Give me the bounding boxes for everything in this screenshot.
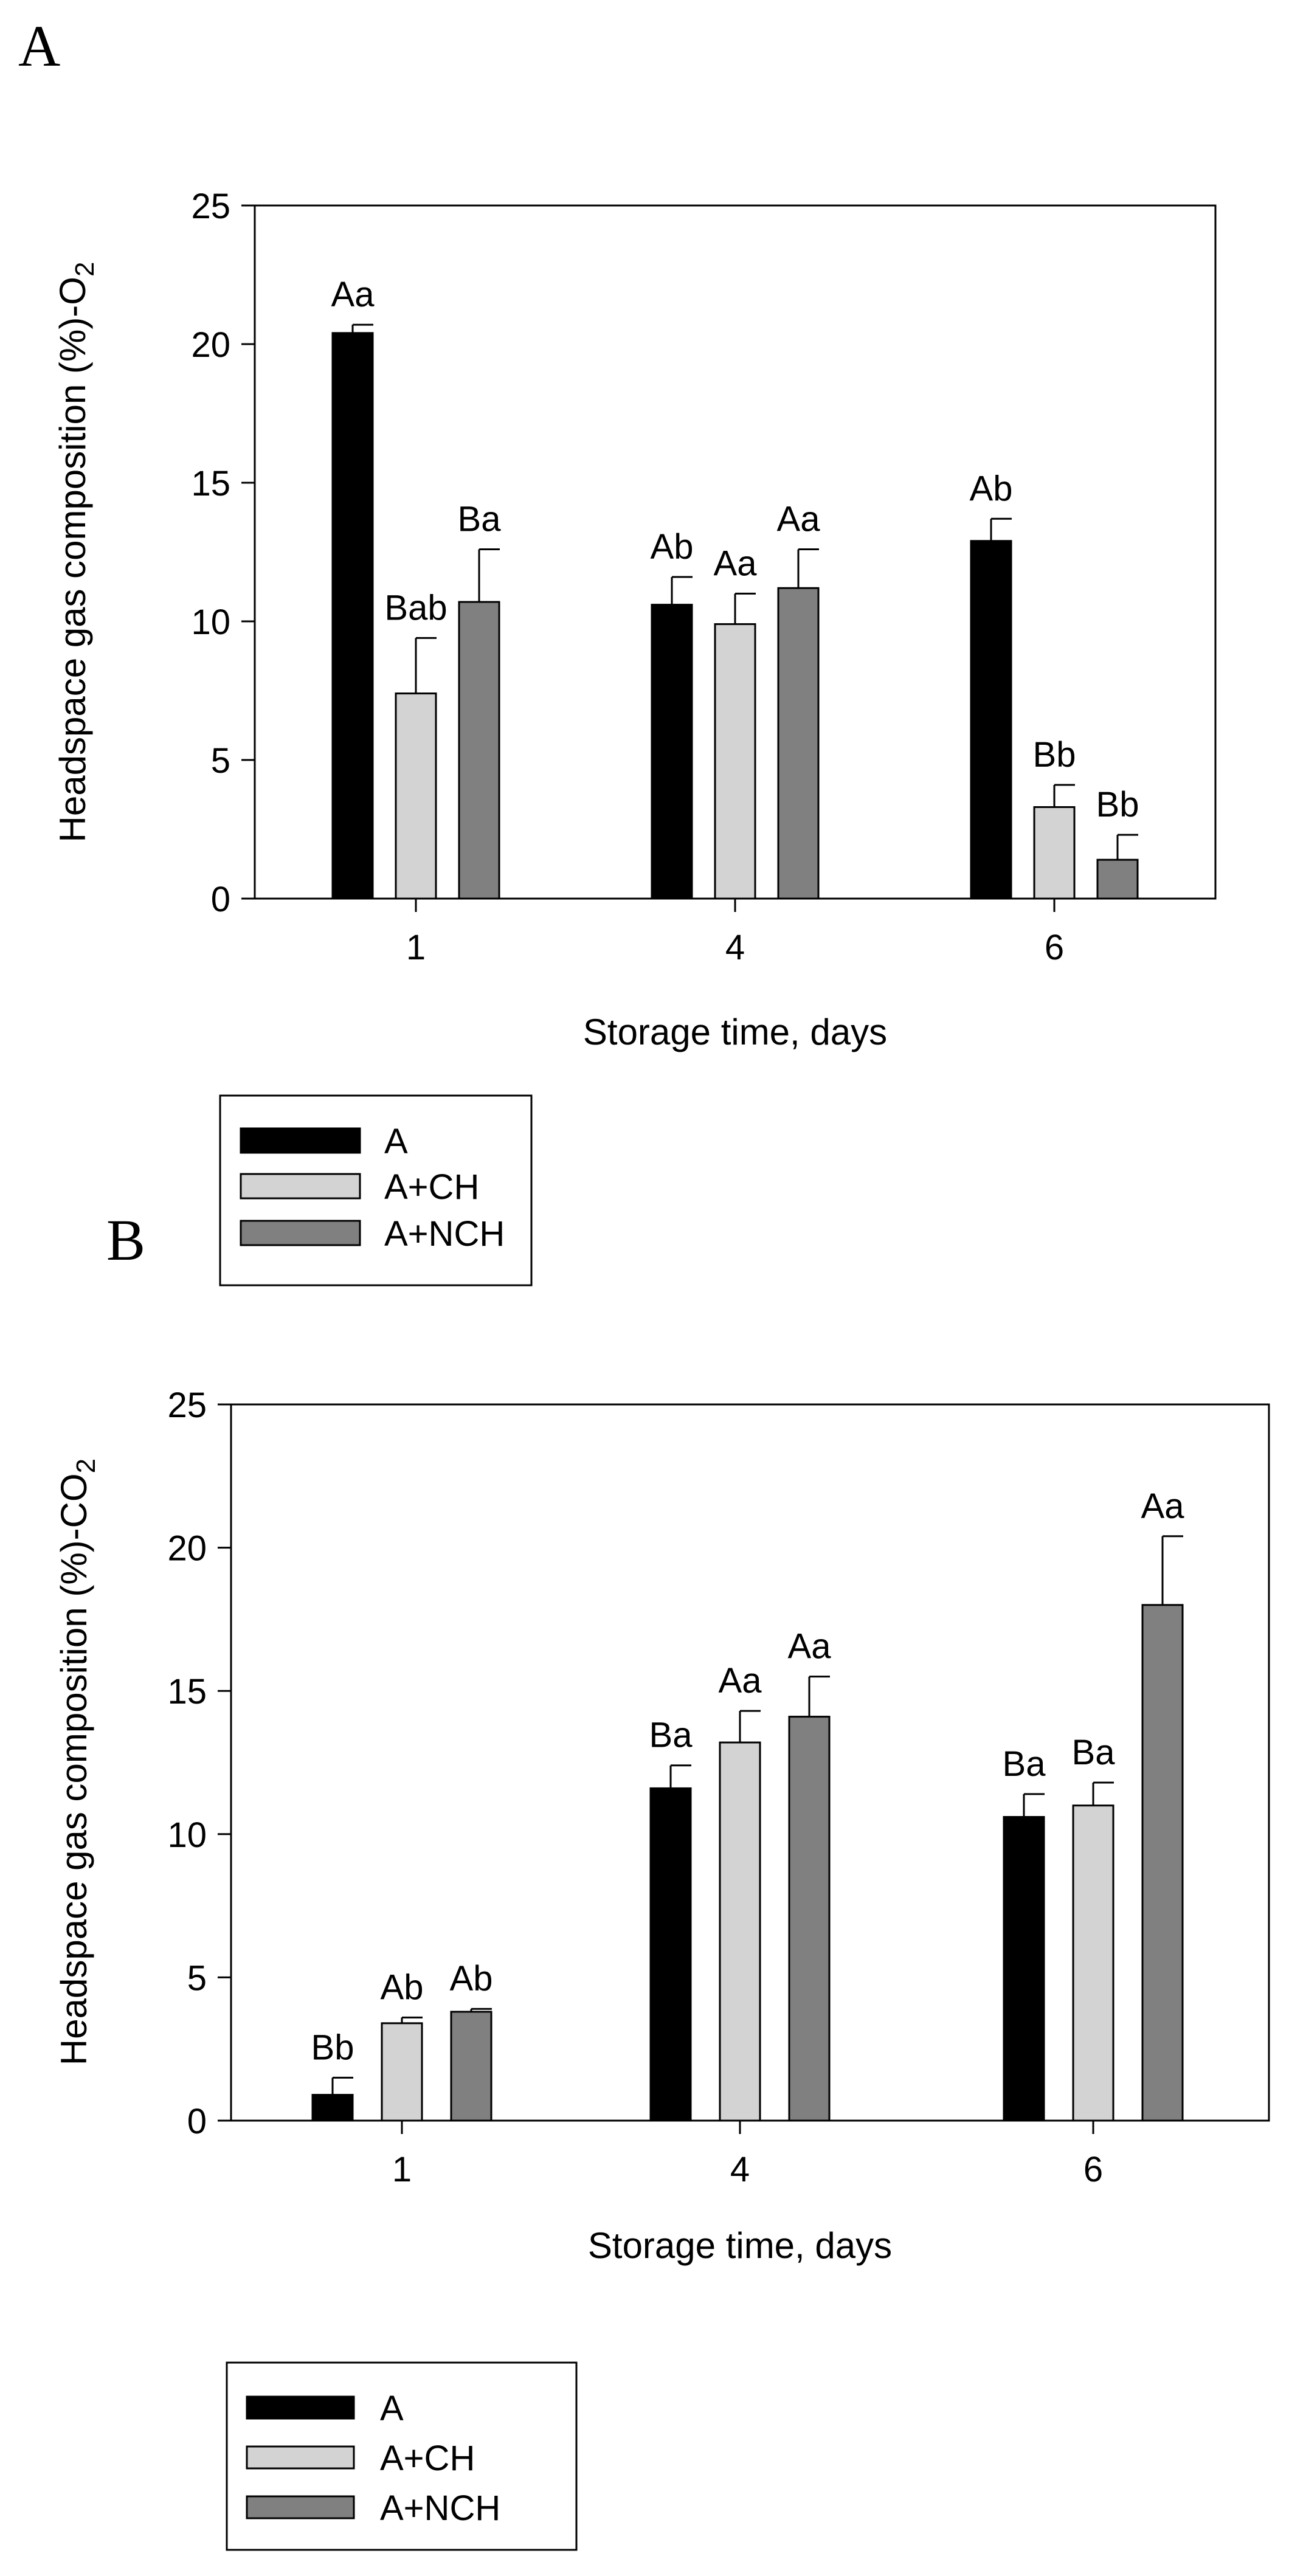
y-tick-label: 15 xyxy=(191,464,230,503)
bar xyxy=(1033,806,1076,900)
bar xyxy=(788,1716,831,2122)
data-label: Aa xyxy=(777,499,821,539)
data-label: Ba xyxy=(1003,1744,1046,1784)
y-tick-label: 25 xyxy=(191,187,230,226)
data-label: Bab xyxy=(384,588,447,627)
y-axis-label: Headspace gas composition (%)-CO2 xyxy=(54,1459,101,2065)
bar xyxy=(970,540,1012,900)
legend-swatch xyxy=(246,2395,355,2420)
y-tick-label: 20 xyxy=(167,1529,207,1569)
y-axis-label-main: Headspace gas composition (%)-O xyxy=(52,277,93,842)
bar xyxy=(719,1741,761,2122)
x-tick-label: 1 xyxy=(406,928,426,967)
data-label: Aa xyxy=(331,275,375,314)
y-axis-label: Headspace gas composition (%)-O2 xyxy=(52,262,100,843)
x-tick-label: 4 xyxy=(730,2150,750,2189)
legend: A A+CH A+NCH xyxy=(219,1094,533,1286)
y-tick-label: 0 xyxy=(187,2102,207,2141)
y-axis-label-main: Headspace gas composition (%)-CO xyxy=(54,1473,94,2065)
x-tick-label: 6 xyxy=(1045,928,1064,967)
x-axis-label: Storage time, days xyxy=(588,2225,892,2266)
y-axis-ticks: 0 5 10 15 20 25 xyxy=(191,187,255,919)
bar xyxy=(1072,1804,1114,2122)
error-bars xyxy=(351,323,1138,860)
data-label: Aa xyxy=(1141,1487,1185,1526)
legend: A A+CH A+NCH xyxy=(226,2361,578,2551)
bar xyxy=(1003,1816,1045,2122)
legend-label: A xyxy=(384,1122,408,1161)
bar xyxy=(311,2094,354,2122)
data-label: Ab xyxy=(381,1967,424,2007)
data-label: Aa xyxy=(788,1627,832,1666)
bar xyxy=(777,587,820,900)
panel-label: A xyxy=(18,13,60,78)
legend-label: A+CH xyxy=(384,1167,479,1207)
legend-swatch xyxy=(246,2495,355,2519)
bar xyxy=(395,692,437,900)
data-label: Ab xyxy=(651,527,694,567)
x-tick-label: 6 xyxy=(1083,2150,1103,2189)
bar xyxy=(450,2011,492,2122)
legend-label: A+CH xyxy=(380,2439,475,2478)
bar xyxy=(649,1787,692,2122)
y-tick-label: 5 xyxy=(187,1958,207,1998)
x-tick-label: 1 xyxy=(392,2150,412,2189)
y-tick-label: 25 xyxy=(167,1386,207,1425)
legend-swatch xyxy=(246,2445,355,2470)
chart-panel-b: B 0 5 10 15 20 25 1 4 6 Bb Ba Ba Ab Aa Ba Ab Aa Aa Stor… xyxy=(54,1207,1270,2551)
data-label: Bb xyxy=(1096,785,1139,824)
data-label: Ba xyxy=(649,1716,693,1755)
legend-swatch xyxy=(240,1127,361,1154)
bar xyxy=(381,2022,423,2122)
chart-panel-a: A 0 5 10 15 20 25 1 4 6 Aa Ab Ab Bab Aa Bb Ba Aa Bb Sto… xyxy=(18,13,1217,1286)
x-axis-ticks: 1 4 6 xyxy=(392,2121,1103,2189)
x-axis-label: Storage time, days xyxy=(583,1012,887,1052)
bar xyxy=(331,332,374,900)
panel-label: B xyxy=(106,1207,145,1272)
y-axis-ticks: 0 5 10 15 20 25 xyxy=(167,1386,231,2141)
data-label: Ab xyxy=(970,469,1013,508)
y-tick-label: 0 xyxy=(211,880,230,919)
y-tick-label: 5 xyxy=(211,741,230,781)
legend-swatch xyxy=(240,1173,361,1200)
y-axis-label-subscript: 2 xyxy=(71,1459,101,1473)
bars xyxy=(311,1604,1184,2122)
bar xyxy=(1141,1604,1184,2122)
y-axis-label-subscript: 2 xyxy=(70,262,100,277)
data-label: Aa xyxy=(714,544,758,583)
data-label: Ba xyxy=(1072,1733,1116,1772)
y-tick-label: 10 xyxy=(191,603,230,642)
legend-swatch xyxy=(240,1220,361,1246)
error-bars xyxy=(331,1535,1183,2095)
y-tick-label: 10 xyxy=(167,1815,207,1855)
y-tick-label: 20 xyxy=(191,325,230,365)
data-label: Ba xyxy=(458,499,502,539)
legend-label: A+NCH xyxy=(384,1214,505,1254)
bar xyxy=(651,604,693,900)
data-label: Ab xyxy=(450,1959,493,1998)
legend-label: A+NCH xyxy=(380,2488,500,2528)
legend-label: A xyxy=(380,2389,404,2428)
bar xyxy=(1096,858,1139,900)
data-label: Bb xyxy=(311,2028,354,2067)
y-tick-label: 15 xyxy=(167,1672,207,1711)
x-tick-label: 4 xyxy=(725,928,745,967)
significance-labels: Aa Ab Ab Bab Aa Bb Ba Aa Bb xyxy=(331,275,1139,824)
data-label: Aa xyxy=(719,1661,762,1701)
bar xyxy=(458,601,500,900)
bar xyxy=(714,623,756,900)
significance-labels: Bb Ba Ba Ab Aa Ba Ab Aa Aa xyxy=(311,1487,1185,2068)
x-axis-ticks: 1 4 6 xyxy=(406,899,1064,967)
data-label: Bb xyxy=(1033,735,1076,775)
